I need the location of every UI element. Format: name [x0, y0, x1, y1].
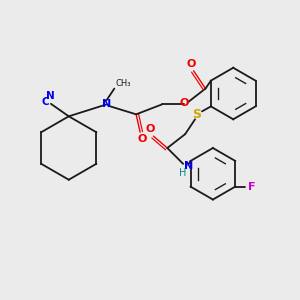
Text: H: H	[179, 168, 187, 178]
Text: O: O	[137, 134, 147, 144]
Text: CH₃: CH₃	[115, 79, 131, 88]
Text: F: F	[248, 182, 256, 192]
Text: C: C	[41, 97, 49, 107]
Text: O: O	[146, 124, 155, 134]
Text: S: S	[193, 108, 202, 121]
Text: N: N	[102, 99, 111, 110]
Text: O: O	[180, 98, 189, 108]
Text: O: O	[187, 59, 196, 69]
Text: N: N	[46, 91, 54, 101]
Text: N: N	[184, 161, 194, 171]
